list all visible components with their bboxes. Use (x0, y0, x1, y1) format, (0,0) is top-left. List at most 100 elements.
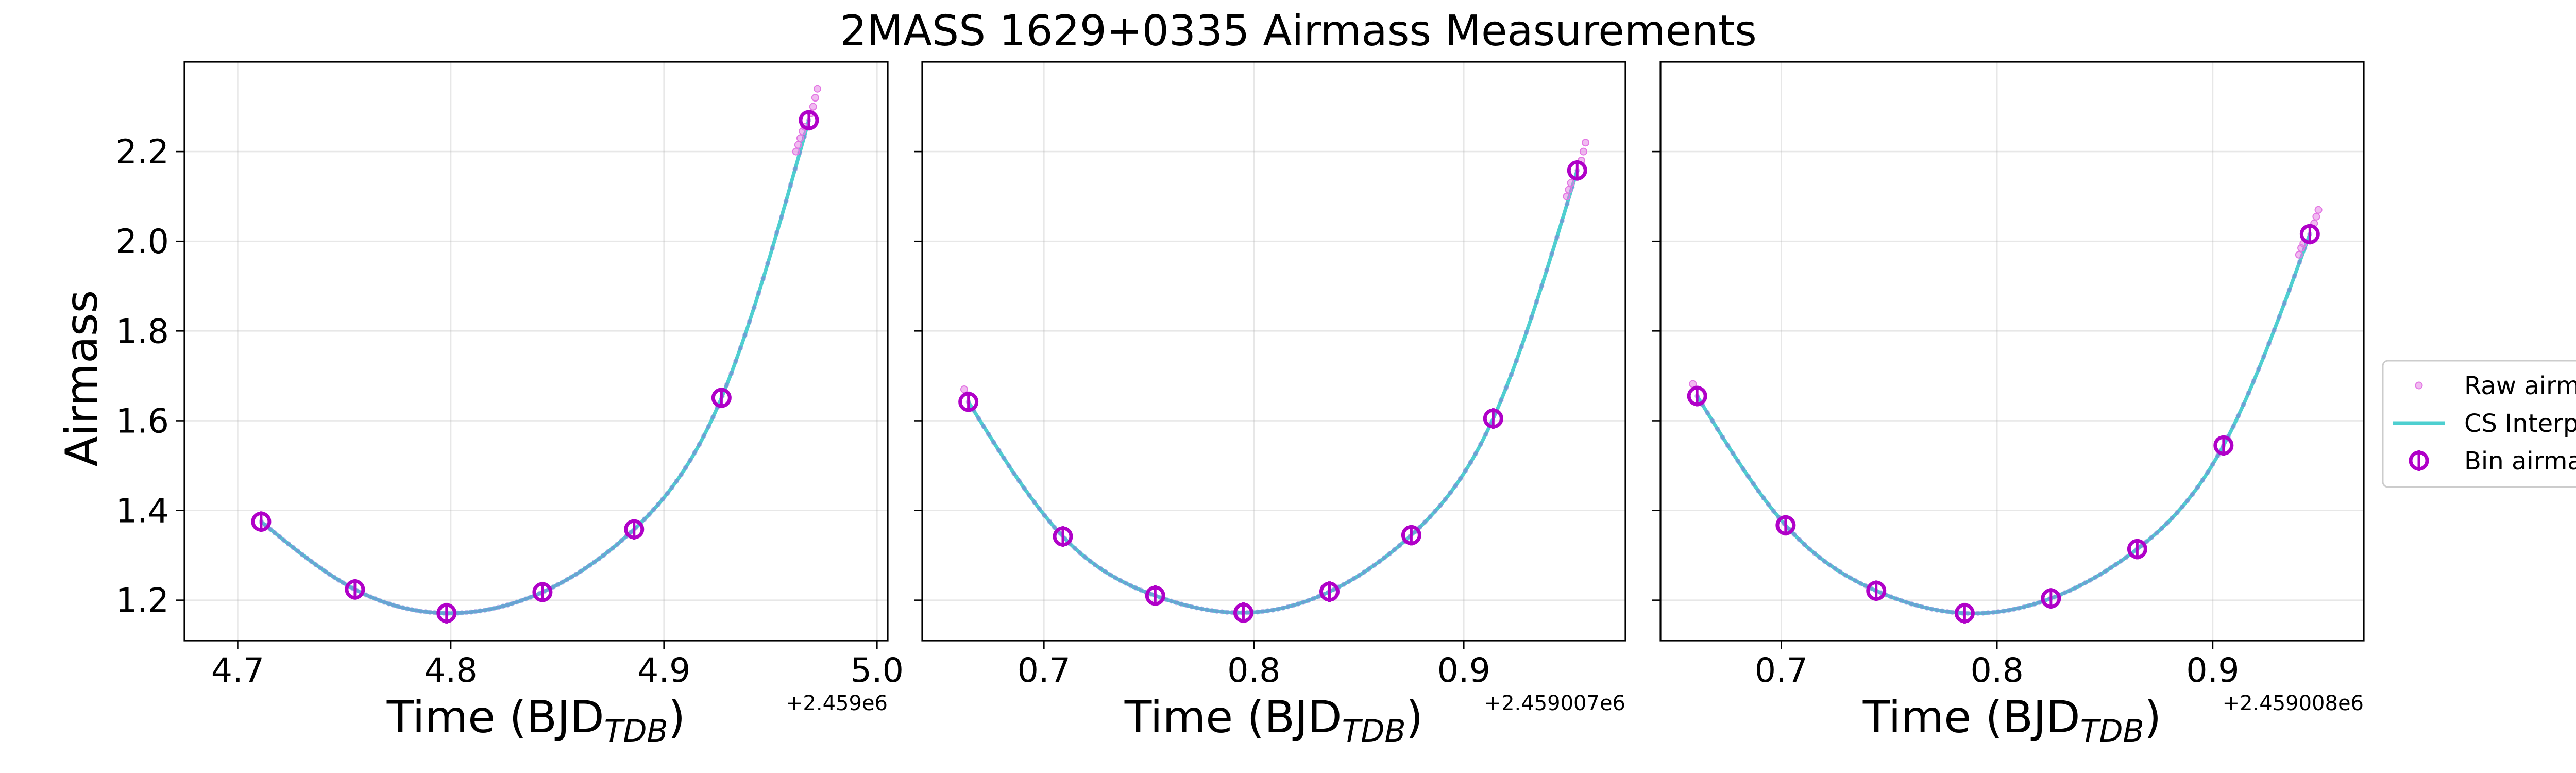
raw-airmass-point (996, 447, 1002, 453)
raw-airmass-point (1371, 562, 1377, 568)
x-axis-label-end: ) (1406, 692, 1423, 743)
raw-airmass-point (1514, 358, 1519, 364)
raw-airmass-point (1168, 598, 1174, 604)
raw-airmass-point (1904, 599, 1909, 605)
raw-airmass-point (1848, 575, 1853, 581)
raw-airmass-point (1021, 485, 1027, 491)
raw-airmass-point (1534, 299, 1539, 305)
raw-airmass-point (2205, 469, 2211, 475)
bin-airmass-point (958, 392, 979, 412)
raw-airmass-point (1518, 344, 1524, 349)
raw-airmass-point (1356, 573, 1362, 578)
raw-airmass-point (528, 594, 533, 600)
raw-airmass-point (2261, 354, 2267, 359)
raw-airmass-point (1311, 596, 1316, 601)
raw-airmass-point (2026, 603, 2032, 609)
raw-airmass-point (1909, 601, 1914, 607)
bin-airmass-point (532, 582, 553, 602)
raw-airmass-point (751, 305, 757, 310)
raw-airmass-point (1735, 458, 1741, 464)
raw-airmass-point (747, 318, 752, 324)
raw-airmass-point (1725, 443, 1731, 448)
x-axis-label-main: Time (BJD (386, 692, 604, 743)
raw-airmass-point (1047, 518, 1053, 524)
bin-airmass-point (1866, 580, 1887, 601)
bin-airmass-point (1567, 160, 1587, 181)
y-tick-label: 2.0 (116, 223, 169, 261)
raw-airmass-point (2251, 378, 2257, 384)
bin-airmass-point (2299, 224, 2320, 244)
raw-airmass-point (1751, 481, 1756, 486)
raw-airmass-point (1397, 543, 1402, 548)
raw-airmass-point (1432, 509, 1438, 514)
raw-airmass-point (1812, 550, 1818, 556)
raw-airmass-point (1437, 502, 1443, 508)
cs-interp-line (967, 170, 1579, 615)
legend-raw-marker (2415, 381, 2423, 390)
raw-airmass-point (1483, 431, 1489, 437)
raw-airmass-point (1300, 599, 1306, 605)
raw-airmass-point (1123, 580, 1128, 586)
raw-airmass-point (409, 607, 415, 613)
raw-airmass-point (1919, 604, 1925, 610)
raw-airmass-point (1893, 596, 1899, 601)
raw-airmass-point (336, 577, 342, 583)
raw-airmass-point (1341, 581, 1347, 587)
raw-airmass-point (1224, 610, 1230, 615)
legend: Raw airmass CS Interp. Bin airmass (2382, 360, 2576, 488)
cs-interp-line (1696, 233, 2312, 615)
raw-airmass-point (665, 491, 670, 496)
raw-airmass-point (1448, 490, 1453, 496)
raw-airmass-point (642, 516, 648, 522)
raw-airmass-point (1092, 562, 1098, 568)
raw-airmass-point (2123, 554, 2129, 560)
raw-airmass-point (2016, 606, 2022, 611)
raw-airmass-point (728, 371, 734, 376)
raw-airmass-point (1529, 314, 1534, 320)
y-tick-label: 1.6 (116, 402, 169, 441)
raw-airmass-point (518, 598, 524, 603)
panel-2: 0.7 0.8 0.9+2.459007e6 Time (BJDTDB) (914, 61, 1626, 749)
raw-airmass-point (1827, 562, 1833, 568)
raw-airmass-point (1189, 604, 1194, 610)
raw-airmass-point (587, 562, 592, 568)
legend-label: Raw airmass (2464, 372, 2576, 400)
raw-airmass-point (1503, 385, 1509, 391)
raw-airmass-point (478, 608, 483, 614)
bin-airmass-point (1954, 603, 1975, 624)
x-offset-label: +2.459008e6 (2223, 692, 2364, 715)
raw-airmass-point (796, 134, 804, 142)
raw-airmass-point (537, 591, 543, 596)
raw-airmass-point (2314, 206, 2323, 214)
raw-airmass-point (991, 440, 996, 445)
raw-airmass-point (2108, 565, 2113, 570)
raw-airmass-point (1057, 530, 1062, 536)
raw-airmass-point (1990, 610, 1996, 615)
raw-airmass-point (2281, 300, 2287, 306)
raw-airmass-point (1817, 554, 1823, 560)
bin-airmass-point (624, 519, 645, 540)
raw-airmass-point (1924, 605, 1930, 611)
raw-airmass-point (2113, 562, 2119, 567)
raw-airmass-point (1255, 609, 1260, 615)
raw-airmass-point (2037, 600, 2042, 606)
raw-airmass-point (2190, 492, 2195, 497)
raw-airmass-point (2256, 366, 2262, 372)
raw-airmass-point (1377, 559, 1382, 564)
x-tick-label: 0.8 (1227, 651, 1280, 690)
y-tick-label: 1.2 (116, 582, 169, 620)
bin-airmass-point (1483, 408, 1503, 429)
raw-airmass-point (733, 358, 739, 364)
bin-airmass-point (1233, 602, 1253, 623)
raw-airmass-point (1832, 566, 1838, 572)
x-axis-label: Time (BJDTDB) (1124, 692, 1423, 749)
raw-airmass-point (765, 261, 771, 266)
raw-airmass-point (1351, 576, 1357, 581)
raw-airmass-point (441, 610, 447, 616)
bin-airmass-point (251, 511, 272, 532)
raw-airmass-point (601, 552, 606, 558)
axes-frame (1659, 61, 2365, 642)
raw-airmass-point (1427, 514, 1433, 519)
raw-airmass-point (427, 610, 433, 615)
raw-airmass-point (591, 559, 597, 565)
